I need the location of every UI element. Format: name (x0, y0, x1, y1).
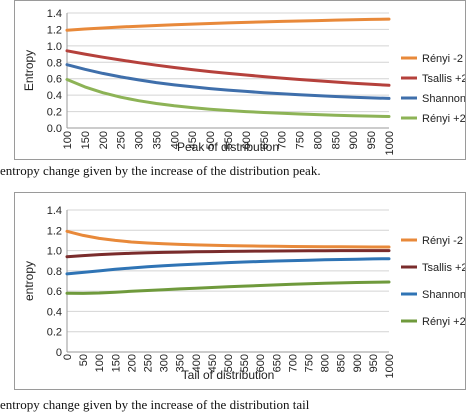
series-line (65, 49, 391, 87)
x-tick-label: 900 (352, 354, 364, 372)
y-tick-label: 0 (56, 347, 62, 359)
y-tick-label: 0.6 (47, 286, 62, 298)
y-tick-label: 1.0 (47, 41, 62, 53)
x-tick-label: 200 (126, 354, 138, 372)
chart-tail-svg: 0 0.2 0.4 0.6 0.8 1.0 1.2 1.4 0 50 100 150 200 250 300… (22, 205, 468, 382)
x-tick-label: 600 (241, 131, 253, 149)
x-tick-label: 600 (255, 354, 267, 372)
x-tick-label: 350 (151, 131, 163, 149)
y-tick-label: 0.8 (47, 57, 62, 69)
x-tick-label: 400 (169, 131, 181, 149)
x-tick-label: 900 (348, 131, 360, 149)
y-tick-label: 1.0 (47, 246, 62, 258)
x-tick-label: 400 (191, 354, 203, 372)
legend-label: Tsallis +2 (422, 262, 465, 274)
x-tick-label: 850 (336, 354, 348, 372)
y-tick-label: 1.4 (47, 205, 62, 217)
series-line (65, 63, 391, 100)
x-tick-label: 850 (330, 131, 342, 149)
x-tick-label: 650 (271, 354, 283, 372)
x-axis-title: Peak of distribution (177, 140, 279, 154)
series-line (65, 78, 391, 118)
series-line (65, 229, 391, 249)
legend-label: Rényi +2 (422, 113, 465, 125)
x-tick-label: 150 (80, 131, 92, 149)
x-tick-label: 950 (368, 354, 380, 372)
x-tick-label: 300 (134, 131, 146, 149)
x-tick-label: 250 (116, 131, 128, 149)
y-tick-label: 1.2 (47, 225, 62, 237)
y-tick-label: 0.2 (47, 327, 62, 339)
x-tick-label: 300 (159, 354, 171, 372)
x-tick-label: 500 (223, 354, 235, 372)
legend-label: Rényi +2 (422, 316, 465, 328)
chart-panel-peak: 0.0 0.2 0.4 0.6 0.8 1.0 1.2 1.4 100 150 200 250 300 3… (14, 0, 468, 160)
x-axis-title: Tail of distribution (182, 368, 275, 382)
legend-label: Shannon (422, 93, 465, 105)
y-tick-label: 0.8 (47, 266, 62, 278)
x-tick-label: 550 (239, 354, 251, 372)
y-tick-label: 0.2 (47, 107, 62, 119)
series-line (65, 257, 391, 276)
x-tick-label: 1000 (384, 354, 396, 378)
x-tick-label: 1000 (384, 131, 396, 155)
legend-label: Rényi -2 (422, 53, 463, 65)
y-tick-label: 1.4 (47, 8, 62, 20)
x-tick-label: 950 (366, 131, 378, 149)
x-tick-label: 800 (320, 354, 332, 372)
x-tick-label: 250 (143, 354, 155, 372)
chart-panel-tail: 0 0.2 0.4 0.6 0.8 1.0 1.2 1.4 0 50 100 150 200 250 300… (14, 192, 468, 390)
x-tick-label: 50 (78, 354, 90, 366)
x-tick-label: 750 (295, 131, 307, 149)
y-tick-label: 0.4 (47, 306, 62, 318)
x-tick-label: 700 (277, 131, 289, 149)
y-tick-label: 1.2 (47, 24, 62, 36)
chart-peak-svg: 0.0 0.2 0.4 0.6 0.8 1.0 1.2 1.4 100 150 200 250 300 3… (22, 8, 468, 155)
series-line (65, 280, 391, 295)
y-tick-label: 0.0 (47, 123, 62, 135)
x-tick-label: 150 (110, 354, 122, 372)
y-axis-title: Entropy (22, 50, 36, 91)
x-tick-label: 200 (98, 131, 110, 149)
x-tick-label: 0 (62, 354, 74, 360)
x-tick-label: 750 (304, 354, 316, 372)
x-tick-label: 100 (62, 131, 74, 149)
x-tick-label: 550 (223, 131, 235, 149)
series-line (65, 17, 391, 32)
x-tick-label: 450 (207, 354, 219, 372)
legend-label: Rényi -2 (422, 235, 463, 247)
x-tick-label: 800 (312, 131, 324, 149)
x-tick-label: 700 (287, 354, 299, 372)
x-tick-label: 350 (175, 354, 187, 372)
x-tick-label: 500 (205, 131, 217, 149)
legend-label: Shannon (422, 289, 465, 301)
caption-peak: entropy change given by the increase of … (0, 163, 321, 178)
y-tick-label: 0.4 (47, 90, 62, 102)
x-tick-label: 450 (187, 131, 199, 149)
legend-label: Tsallis +2 (422, 73, 465, 85)
series-line (65, 249, 391, 259)
caption-tail: entropy change given by the increase of … (0, 397, 310, 412)
y-axis-title: entropy (22, 261, 36, 301)
y-tick-label: 0.6 (47, 74, 62, 86)
x-tick-label: 650 (259, 131, 271, 149)
x-tick-label: 100 (94, 354, 106, 372)
